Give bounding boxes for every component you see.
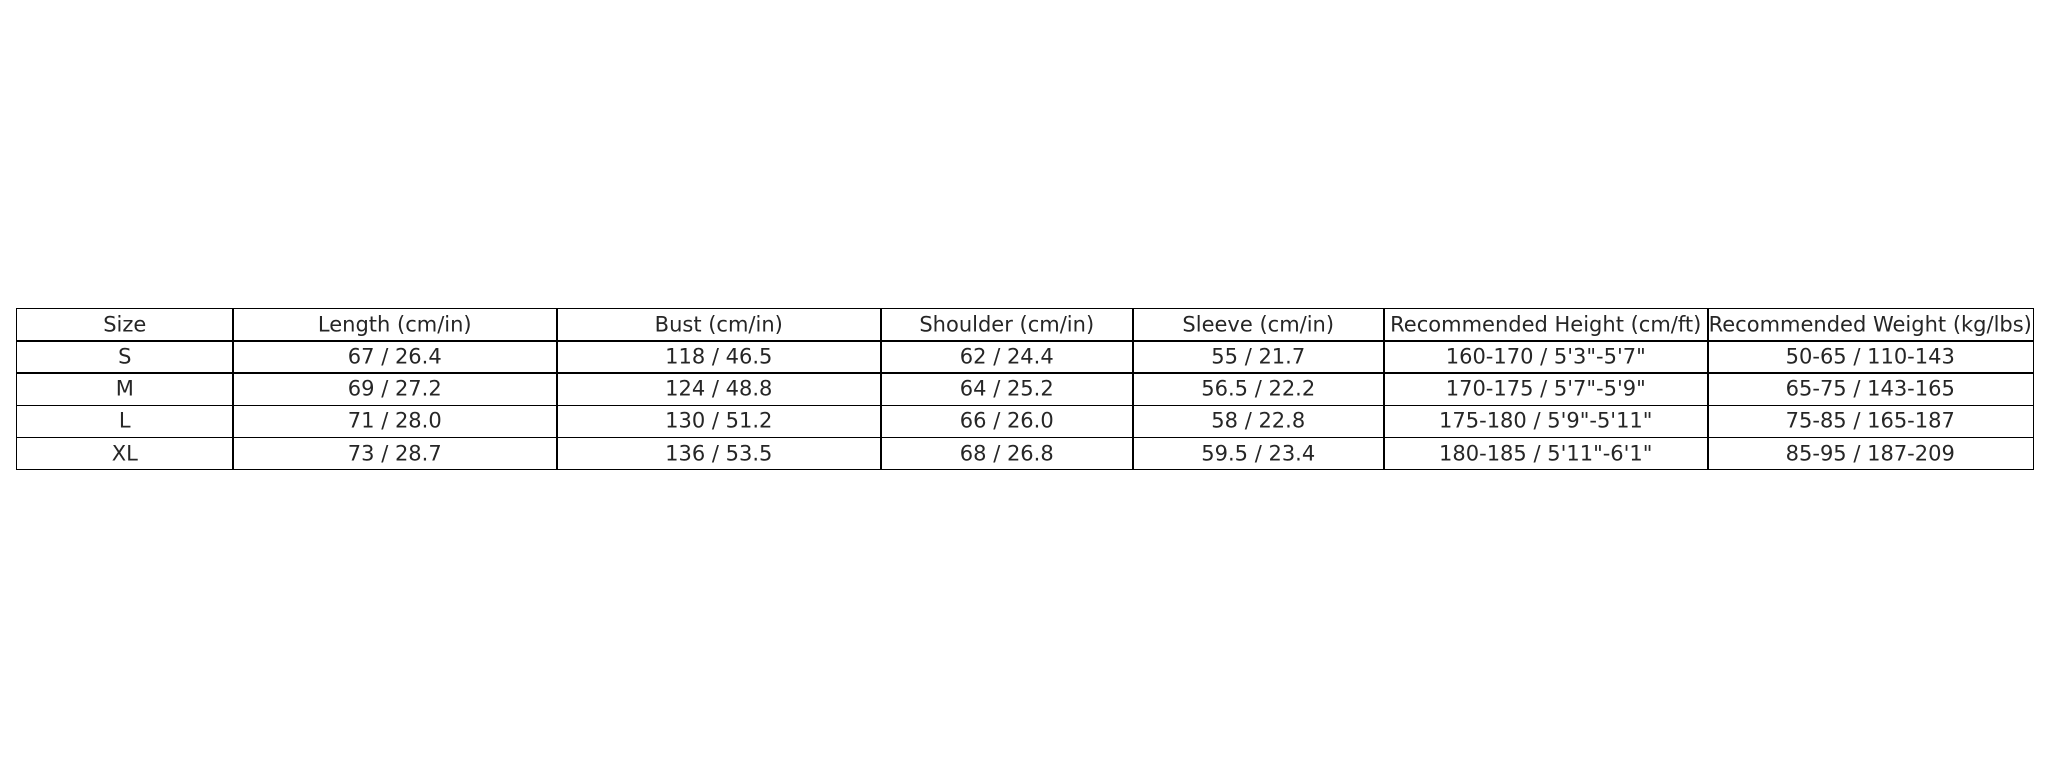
cell-value: 56.5 / 22.2 xyxy=(1201,376,1316,401)
column-header: Shoulder (cm/in) xyxy=(919,312,1095,337)
table-cell: 118 / 46.5 xyxy=(556,340,882,374)
cell-value: 65-75 / 143-165 xyxy=(1785,376,1955,401)
cell-value: 66 / 26.0 xyxy=(959,408,1054,433)
cell-value: 71 / 28.0 xyxy=(347,408,442,433)
table-cell: L xyxy=(16,404,234,439)
cell-value: L xyxy=(118,408,131,433)
column-header: Recommended Weight (kg/lbs) xyxy=(1708,312,2032,337)
cell-value: S xyxy=(118,344,132,369)
table-cell: 55 / 21.7 xyxy=(1132,340,1385,374)
cell-value: 59.5 / 23.4 xyxy=(1201,441,1316,466)
table-cell: 75-85 / 165-187 xyxy=(1707,404,2034,439)
column-header: Sleeve (cm/in) xyxy=(1182,312,1335,337)
table-cell: 175-180 / 5'9"-5'11" xyxy=(1383,404,1709,439)
table-cell: 62 / 24.4 xyxy=(880,340,1134,374)
cell-value: 75-85 / 165-187 xyxy=(1785,408,1955,433)
header-cell: Bust (cm/in) xyxy=(556,308,882,342)
cell-value: 58 / 22.8 xyxy=(1211,408,1306,433)
cell-value: 67 / 26.4 xyxy=(347,344,442,369)
table-cell: 136 / 53.5 xyxy=(556,436,882,471)
cell-value: 62 / 24.4 xyxy=(959,344,1054,369)
cell-value: 175-180 / 5'9"-5'11" xyxy=(1439,408,1653,433)
table-cell: 59.5 / 23.4 xyxy=(1132,436,1385,471)
cell-value: 170-175 / 5'7"-5'9" xyxy=(1445,376,1646,401)
cell-value: 118 / 46.5 xyxy=(665,344,773,369)
cell-value: 85-95 / 187-209 xyxy=(1785,441,1955,466)
table-cell: 66 / 26.0 xyxy=(880,404,1134,439)
column-header: Size xyxy=(103,312,147,337)
header-cell: Recommended Weight (kg/lbs) xyxy=(1707,308,2034,342)
header-cell: Sleeve (cm/in) xyxy=(1132,308,1385,342)
table-cell: 67 / 26.4 xyxy=(232,340,558,374)
header-cell: Size xyxy=(16,308,234,342)
table-cell: 68 / 26.8 xyxy=(880,436,1134,471)
table-cell: 58 / 22.8 xyxy=(1132,404,1385,439)
cell-value: 180-185 / 5'11"-6'1" xyxy=(1439,441,1653,466)
header-cell: Recommended Height (cm/ft) xyxy=(1383,308,1709,342)
table-cell: S xyxy=(16,340,234,374)
column-header: Recommended Height (cm/ft) xyxy=(1390,312,1702,337)
cell-value: M xyxy=(115,376,134,401)
cell-value: 136 / 53.5 xyxy=(665,441,773,466)
table-cell: 73 / 28.7 xyxy=(232,436,558,471)
cell-value: 69 / 27.2 xyxy=(347,376,442,401)
cell-value: 55 / 21.7 xyxy=(1211,344,1306,369)
table-cell: 180-185 / 5'11"-6'1" xyxy=(1383,436,1709,471)
table-cell: 65-75 / 143-165 xyxy=(1707,372,2034,407)
table-cell: 64 / 25.2 xyxy=(880,372,1134,407)
cell-value: 68 / 26.8 xyxy=(959,441,1054,466)
size-chart-table: Size Length (cm/in) Bust (cm/in) Shoulder (… xyxy=(16,308,2034,471)
table-cell: 71 / 28.0 xyxy=(232,404,558,439)
cell-value: 124 / 48.8 xyxy=(665,376,773,401)
table-cell: 130 / 51.2 xyxy=(556,404,882,439)
cell-value: 73 / 28.7 xyxy=(347,441,442,466)
table-cell: 56.5 / 22.2 xyxy=(1132,372,1385,407)
table-cell: M xyxy=(16,372,234,407)
header-cell: Length (cm/in) xyxy=(232,308,558,342)
header-cell: Shoulder (cm/in) xyxy=(880,308,1134,342)
table-cell: 170-175 / 5'7"-5'9" xyxy=(1383,372,1709,407)
table-cell: 69 / 27.2 xyxy=(232,372,558,407)
cell-value: 50-65 / 110-143 xyxy=(1785,344,1955,369)
table-cell: XL xyxy=(16,436,234,471)
cell-value: XL xyxy=(111,441,138,466)
table-cell: 160-170 / 5'3"-5'7" xyxy=(1383,340,1709,374)
cell-value: 130 / 51.2 xyxy=(665,408,773,433)
table-cell: 85-95 / 187-209 xyxy=(1707,436,2034,471)
cell-value: 160-170 / 5'3"-5'7" xyxy=(1445,344,1646,369)
cell-value: 64 / 25.2 xyxy=(959,376,1054,401)
table-cell: 124 / 48.8 xyxy=(556,372,882,407)
column-header: Bust (cm/in) xyxy=(654,312,783,337)
column-header: Length (cm/in) xyxy=(317,312,472,337)
table-cell: 50-65 / 110-143 xyxy=(1707,340,2034,374)
